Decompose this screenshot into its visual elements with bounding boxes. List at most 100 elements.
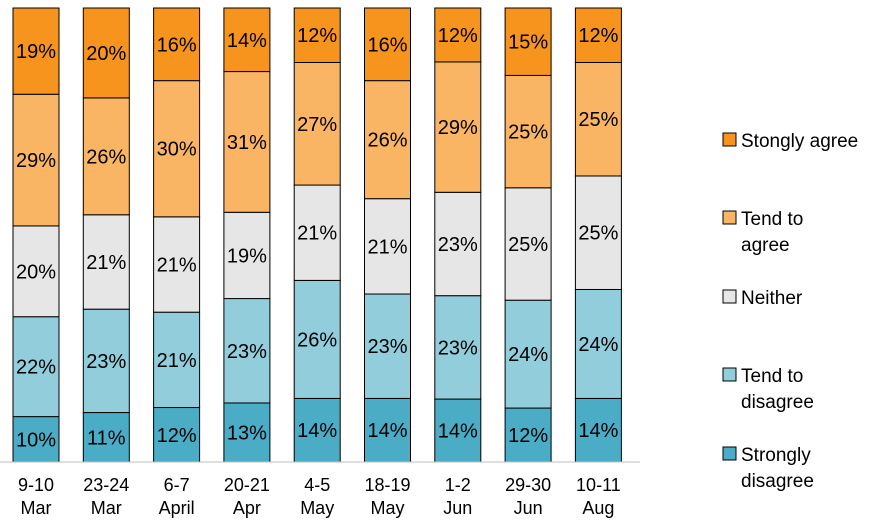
data-label: 15% [508,32,548,54]
bar-segment-tend-to-disagree [153,311,201,409]
data-label: 22% [16,357,56,379]
bar-segment-stongly-agree [293,7,341,63]
bar-segment-stongly-agree [12,7,60,95]
legend-item: Stongly agree [722,131,858,152]
legend-item: Tend to agree [722,209,803,256]
data-label: 27% [297,114,337,136]
x-tick-label: Mar [91,498,122,518]
data-label: 12% [508,425,548,447]
bar-segment-tend-to-disagree [12,316,60,418]
data-label: 25% [578,223,618,245]
bar-segment-tend-to-disagree [82,308,130,414]
bar-segment-strongly-disagree [82,412,130,463]
data-label: 13% [227,422,267,444]
x-tick-label: 6-7 [164,475,190,495]
bar-segment-strongly-disagree [223,402,271,463]
x-tick-label: Mar [21,498,52,518]
legend-label: Strongly [741,445,811,466]
x-tick-label: May [300,498,334,518]
data-label: 30% [157,139,197,161]
data-label: 21% [367,236,407,258]
bar-segment-strongly-disagree [364,397,411,463]
legend: Stongly agree Tend to agree Neither Tend to d… [722,131,858,492]
legend-label: disagree [741,392,814,413]
x-tick-label: 10-11 [576,475,621,495]
bar-segment-tend-to-agree [293,61,341,186]
bar-segment-strongly-disagree [12,416,60,463]
x-tick-label: 20-21 [224,475,270,495]
bar-segment-neither [504,187,552,301]
data-label: 14% [227,30,267,52]
legend-label: Tend to [741,209,803,230]
data-label: 23% [227,341,267,363]
legend-swatch [722,289,737,304]
bar-segment-stongly-agree [82,7,130,99]
bar-segment-strongly-disagree [153,407,201,463]
data-label: 26% [86,146,126,168]
x-tick-label: 18-19 [364,475,410,495]
bar-segment-neither [293,184,341,281]
legend-item: Tend to disagree [722,366,814,413]
data-label: 14% [438,421,478,443]
bar-segment-tend-to-agree [434,61,482,193]
x-tick-label: 29-30 [505,475,551,495]
data-label: 16% [367,34,407,56]
data-label: 29% [16,150,56,172]
bar-segment-tend-to-agree [12,93,60,227]
legend-label: Tend to [741,366,803,387]
x-axis: 9-10 Mar 23-24 Mar 6-7 April 20-21 Apr 4-5 May 18-… [0,461,640,518]
x-tick-label: Apr [233,498,261,518]
data-label: 16% [157,34,197,56]
data-label: 21% [157,350,197,372]
data-label: 26% [297,329,337,351]
data-label: 12% [578,25,618,47]
legend-label: agree [741,235,790,256]
data-label: 21% [157,255,197,277]
data-label: 23% [86,351,126,373]
x-tick-label: May [370,498,404,518]
data-label: 20% [16,261,56,283]
bar-segment-strongly-disagree [293,397,341,463]
data-label: 12% [438,25,478,47]
x-tick-label: April [159,498,195,518]
data-label: 23% [367,336,407,358]
data-label: 11% [87,427,126,449]
legend-swatch [722,446,737,461]
x-tick-label: Aug [582,498,614,518]
data-label: 14% [578,420,618,442]
x-tick-label: 9-10 [18,475,54,495]
data-label: 21% [86,252,126,274]
data-label: 19% [227,245,267,267]
data-label: 10% [16,429,56,451]
legend-swatch [722,210,737,225]
data-label: 14% [297,420,337,442]
data-label: 14% [367,420,407,442]
bar-segment-stongly-agree [574,7,622,63]
bar-segment-stongly-agree [223,7,271,73]
bar-segment-tend-to-agree [82,97,130,216]
data-label: 24% [578,334,618,356]
bar-segment-tend-to-disagree [574,288,622,399]
bar-segment-neither [223,211,271,300]
data-label: 25% [578,109,618,131]
legend-label: Stongly agree [741,131,858,152]
data-label: 21% [297,223,337,245]
bar-segment-neither [364,198,411,295]
data-label: 24% [508,344,548,366]
bar-segment-tend-to-disagree [504,299,552,409]
bars-group: 10% 22% 20% 29% 19% 11% 23% 21% 26% 20% 12% 21% 21% 3… [12,7,622,463]
bar-segment-tend-to-agree [574,61,622,177]
data-label: 19% [16,41,56,63]
legend-swatch [722,132,737,147]
bar-segment-neither [82,214,130,310]
x-tick-label: Jun [443,498,472,518]
legend-swatch [722,367,737,382]
bar-segment-stongly-agree [364,7,411,82]
data-label: 12% [157,425,197,447]
x-tick-label: 4-5 [304,475,330,495]
x-tick-label: 1-2 [445,475,471,495]
bar-segment-tend-to-agree [364,80,411,200]
bar-segment-neither [153,216,201,313]
data-label: 25% [508,234,548,256]
